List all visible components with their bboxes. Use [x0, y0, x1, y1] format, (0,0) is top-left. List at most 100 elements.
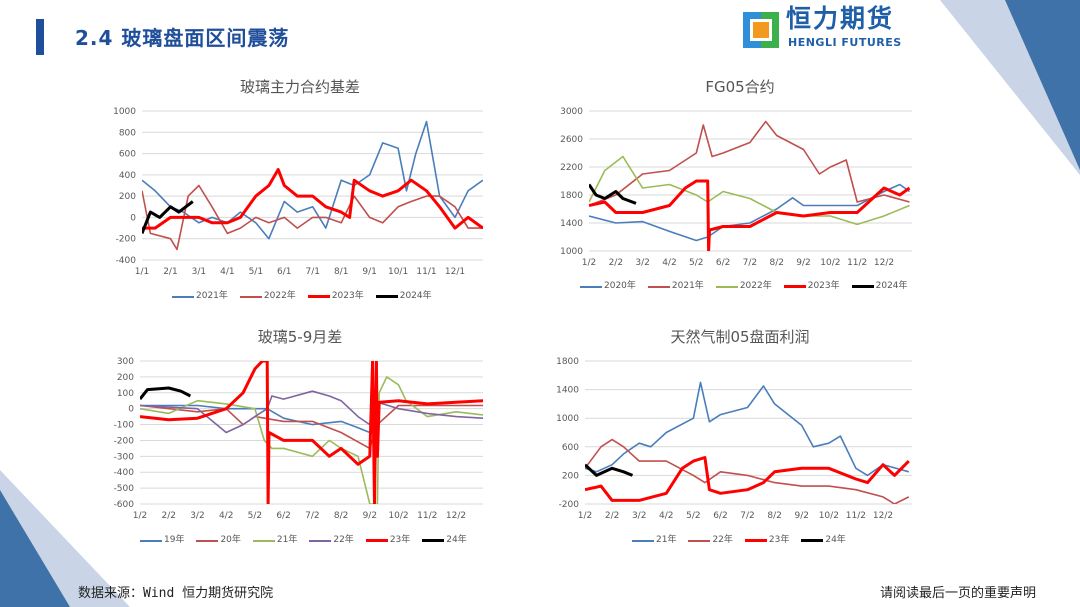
legend-label: 2022年 [263, 291, 296, 301]
y-tick-label: -400 [114, 468, 135, 478]
y-tick-label: -200 [559, 500, 580, 510]
x-tick-label: 11/2 [847, 258, 867, 268]
legend-label: 2022年 [739, 281, 772, 291]
legend-item: 21年 [252, 535, 298, 546]
series-line-20年 [140, 404, 483, 450]
logo-text-cn: 恒力期货 [786, 4, 895, 33]
y-tick-label: 3000 [560, 107, 583, 117]
x-tick-label: 1/1 [135, 267, 149, 277]
series-line-24年 [140, 386, 192, 401]
legend-swatch [140, 539, 162, 542]
series-line-2022年 [589, 155, 910, 226]
chart-title-spread: 玻璃5-9月差 [257, 328, 343, 346]
legend-swatch [783, 285, 806, 288]
x-tick-label: 7/2 [305, 511, 319, 521]
legend-swatch [744, 539, 767, 542]
x-tick-label: 9/2 [794, 511, 808, 521]
y-tick-label: 2200 [560, 163, 583, 173]
x-tick-label: 1/2 [578, 511, 592, 521]
x-tick-label: 11/2 [846, 511, 866, 521]
x-tick-label: 8/2 [769, 258, 783, 268]
y-tick-label: 200 [117, 373, 134, 383]
x-tick-label: 1/2 [582, 258, 596, 268]
legend-label: 23年 [389, 535, 411, 545]
x-tick-label: 9/1 [362, 267, 376, 277]
chart-title-basis: 玻璃主力合约基差 [239, 78, 360, 96]
y-tick-label: 1800 [556, 357, 579, 367]
legend-item: 2024年 [851, 281, 908, 292]
legend-item: 23年 [744, 535, 789, 546]
legend-item: 22年 [309, 535, 354, 546]
x-tick-label: 1/2 [133, 511, 147, 521]
legend-item: 2023年 [783, 281, 840, 292]
legend-label: 2023年 [331, 291, 364, 301]
legend-swatch [715, 285, 738, 288]
series-line-23年 [585, 456, 910, 502]
legend-label: 21年 [656, 535, 677, 545]
y-tick-label: 1400 [560, 219, 583, 229]
legend-swatch [239, 295, 262, 298]
series-line-22年 [140, 390, 483, 434]
legend-swatch [196, 539, 219, 542]
legend-swatch [580, 285, 602, 288]
x-tick-label: 7/2 [743, 258, 757, 268]
hengli-logo-icon [743, 12, 779, 48]
x-tick-label: 10/2 [820, 258, 840, 268]
legend-item: 22年 [688, 535, 733, 546]
series-line-2023年 [589, 179, 911, 251]
legend-label: 20年 [220, 535, 241, 545]
logo-text-en: HENGLI FUTURES [788, 36, 902, 49]
x-tick-label: 5/2 [686, 511, 700, 521]
series-line-2022年 [142, 184, 483, 251]
legend-swatch [801, 539, 824, 542]
legend-label: 2020年 [604, 281, 636, 291]
corner-triangle-dark [1005, 0, 1080, 170]
x-tick-label: 3/2 [190, 511, 204, 521]
x-tick-label: 5/2 [248, 511, 262, 521]
series-line-2024年 [589, 183, 637, 205]
y-tick-label: 0 [128, 405, 134, 415]
legend-item: 2022年 [239, 291, 296, 302]
y-tick-label: -500 [114, 484, 135, 494]
legend-swatch [309, 539, 332, 542]
chart-0: -400 -200 0 200 400 600 800 1000 1/1 2/1 3/1 4/1 5/1… [113, 107, 483, 277]
x-tick-label: 3/2 [632, 511, 646, 521]
y-tick-label: -200 [116, 235, 137, 245]
page-title: 2.4 玻璃盘面区间震荡 [75, 26, 290, 50]
x-tick-label: 3/1 [192, 267, 206, 277]
series-line-23年 [140, 361, 483, 504]
x-tick-label: 8/2 [767, 511, 781, 521]
legend-fg05: 2020年 2021年 2022年 2023年 2024年 [580, 281, 908, 292]
x-tick-label: 3/2 [635, 258, 649, 268]
bottom-triangle-dark [0, 490, 70, 607]
series-line-22年 [585, 438, 910, 504]
legend-item: 2024年 [375, 291, 432, 302]
x-tick-label: 6/1 [277, 267, 291, 277]
legend-item: 24年 [801, 535, 846, 546]
y-tick-label: 200 [562, 471, 579, 481]
chart-1: 1000 1400 1800 2200 2600 3000 1/2 2/2 3/2 4/2 5/2 6… [560, 107, 912, 268]
legend-item: 19年 [140, 535, 184, 546]
legend-swatch [172, 295, 194, 298]
legend-label: 21年 [276, 535, 298, 545]
x-tick-label: 4/2 [662, 258, 676, 268]
legend-label: 2021年 [671, 281, 704, 291]
legend-swatch [307, 295, 330, 298]
x-tick-label: 6/2 [713, 511, 727, 521]
legend-label: 22年 [333, 535, 354, 545]
y-tick-label: -400 [116, 256, 137, 266]
x-tick-label: 9/2 [363, 511, 377, 521]
series-line-2024年 [142, 200, 194, 234]
y-tick-label: 400 [119, 171, 136, 181]
x-tick-label: 8/1 [334, 267, 348, 277]
x-tick-label: 11/2 [417, 511, 437, 521]
legend-spread: 19年 20年 21年 22年 23年 24年 [140, 535, 467, 546]
series-line-21年 [585, 381, 910, 477]
footer-source: 数据来源：Wind 恒力期货研究院 [78, 586, 274, 601]
y-tick-label: -300 [114, 452, 135, 462]
legend-label: 24年 [446, 535, 467, 545]
title-accent-bar [36, 19, 44, 55]
x-tick-label: 8/2 [334, 511, 348, 521]
y-tick-label: 100 [117, 389, 134, 399]
